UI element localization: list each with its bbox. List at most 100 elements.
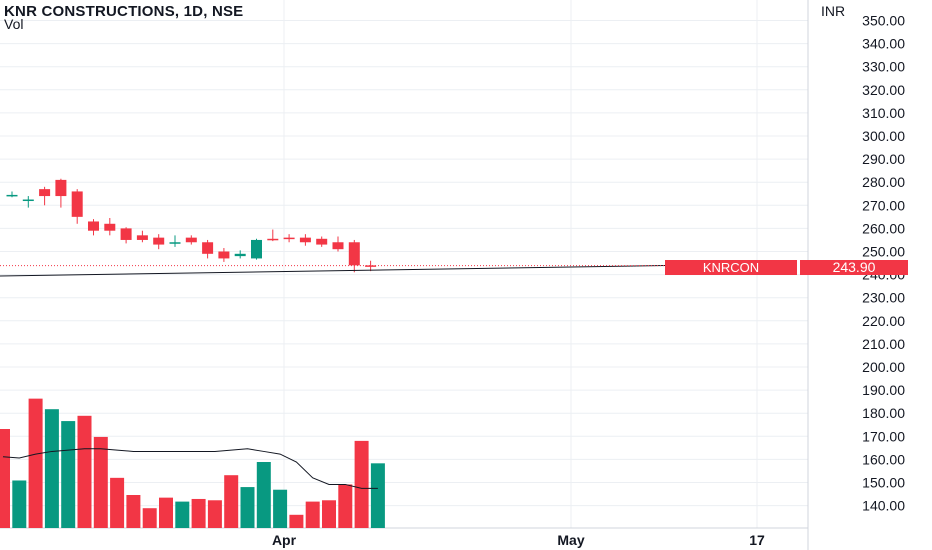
volume-pane — [0, 398, 385, 528]
candle — [55, 178, 67, 208]
candle-body — [39, 189, 51, 197]
price-tick-label: 150.00 — [862, 475, 905, 491]
price-tick-label: 180.00 — [862, 405, 905, 421]
volume-bar — [354, 440, 369, 528]
time-tick-label: Apr — [272, 532, 297, 548]
volume-bar — [207, 500, 222, 528]
price-tick-label: 290.00 — [862, 151, 905, 167]
candle-body — [365, 265, 377, 267]
price-tick-label: 280.00 — [862, 174, 905, 190]
candle — [365, 260, 377, 272]
price-tick-label: 340.00 — [862, 36, 905, 52]
candle-body — [332, 242, 344, 250]
volume-bar — [240, 487, 255, 528]
candle-body — [88, 221, 99, 231]
volume-bar — [77, 415, 92, 528]
volume-bar — [12, 480, 27, 528]
candle-body — [71, 191, 83, 217]
chart-overlays — [0, 265, 666, 277]
price-tick-label: 330.00 — [862, 59, 905, 75]
time-tick-label: May — [557, 532, 584, 548]
chart-title: KNR CONSTRUCTIONS, 1D, NSE — [4, 3, 244, 20]
volume-bar — [305, 501, 320, 528]
price-tick-label: 270.00 — [862, 197, 905, 213]
candle — [136, 230, 148, 243]
volume-bar — [322, 500, 336, 528]
candle — [283, 234, 295, 243]
volume-bar — [159, 497, 173, 528]
candle — [202, 239, 214, 259]
candle-body — [348, 242, 360, 266]
last-price-tag: 243.90 — [800, 260, 908, 275]
candle — [299, 234, 311, 246]
price-tick-label: 190.00 — [862, 382, 905, 398]
price-axis[interactable]: 350.00 340.00 330.00 320.00 310.00 300.00 290.… — [862, 13, 905, 514]
candle-body — [136, 235, 148, 240]
chart-grid — [0, 0, 809, 550]
candle-body — [283, 237, 295, 240]
price-tick-label: 220.00 — [862, 313, 905, 329]
price-tick-label: 350.00 — [862, 13, 905, 29]
candle — [234, 250, 246, 259]
candle — [71, 189, 83, 224]
candle-body — [251, 239, 262, 259]
candle — [267, 229, 279, 242]
candle — [251, 238, 262, 260]
volume-bar — [370, 463, 385, 528]
price-tick-label: 200.00 — [862, 359, 905, 375]
candle-body — [234, 253, 246, 257]
volume-bar — [44, 409, 59, 528]
candle-body — [120, 228, 132, 240]
price-tick-label: 170.00 — [862, 428, 905, 444]
candle-body — [316, 238, 328, 245]
volume-bar — [142, 508, 157, 528]
candle — [39, 186, 51, 206]
volume-bar — [28, 398, 43, 528]
volume-bar — [191, 498, 206, 528]
volume-bar — [289, 514, 304, 528]
candle — [332, 236, 344, 252]
price-tick-label: 140.00 — [862, 498, 905, 514]
volume-bar — [110, 477, 125, 528]
volume-ma-line — [2, 448, 378, 489]
price-tick-label: 300.00 — [862, 128, 905, 144]
volume-bar — [126, 495, 141, 528]
candle — [169, 235, 181, 247]
volume-bar — [273, 489, 288, 528]
time-tick-label: 17 — [749, 532, 765, 548]
candle — [153, 234, 165, 250]
volume-bar — [256, 462, 271, 528]
price-tick-label: 160.00 — [862, 451, 905, 467]
volume-indicator-label[interactable]: Vol — [4, 16, 24, 32]
candlestick-series — [6, 178, 377, 273]
price-tick-label: 230.00 — [862, 290, 905, 306]
candle-body — [104, 223, 116, 231]
candle-body — [6, 194, 18, 197]
volume-bar — [93, 436, 108, 528]
price-tick-label: 310.00 — [862, 105, 905, 121]
candle — [185, 235, 197, 245]
candle — [348, 239, 360, 273]
candle-body — [267, 238, 279, 241]
candle-body — [153, 237, 165, 245]
price-tick-label: 260.00 — [862, 220, 905, 236]
trend-line — [0, 265, 666, 277]
price-tick-label: 320.00 — [862, 82, 905, 98]
candle-body — [202, 242, 214, 254]
candle — [88, 219, 99, 236]
candle-body — [169, 242, 181, 244]
candle — [6, 191, 18, 198]
volume-bar — [224, 475, 239, 528]
volume-bar — [0, 429, 10, 528]
candle-body — [22, 199, 34, 202]
price-tick-label: 210.00 — [862, 336, 905, 352]
volume-bar — [175, 501, 190, 528]
candle — [218, 248, 230, 262]
candle — [22, 196, 34, 208]
time-axis[interactable]: Apr May 17 — [272, 532, 765, 548]
candle-body — [218, 251, 230, 259]
candle — [120, 227, 132, 244]
currency-label: INR — [821, 3, 846, 19]
candle — [104, 218, 116, 236]
